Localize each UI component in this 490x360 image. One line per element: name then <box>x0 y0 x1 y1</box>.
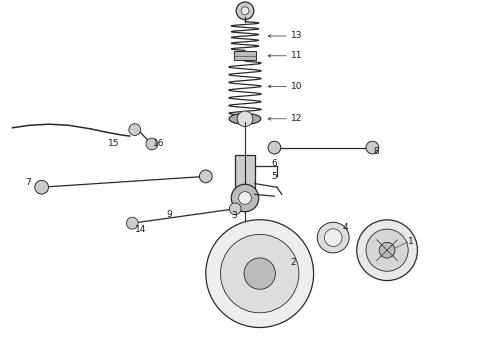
Circle shape <box>199 170 212 183</box>
Circle shape <box>241 7 249 15</box>
Circle shape <box>220 234 299 313</box>
Circle shape <box>126 217 138 229</box>
Circle shape <box>324 229 342 247</box>
Text: 1: 1 <box>408 237 414 246</box>
FancyBboxPatch shape <box>234 51 256 60</box>
Circle shape <box>129 124 141 135</box>
Circle shape <box>239 192 251 204</box>
Circle shape <box>229 203 241 215</box>
Text: 6: 6 <box>271 159 277 168</box>
Circle shape <box>206 220 314 328</box>
Text: 12: 12 <box>291 114 302 123</box>
Text: 4: 4 <box>343 223 348 232</box>
Polygon shape <box>235 155 255 191</box>
Text: 16: 16 <box>153 139 165 148</box>
Circle shape <box>231 184 259 212</box>
Circle shape <box>236 2 254 19</box>
Circle shape <box>357 220 417 280</box>
Text: 15: 15 <box>108 139 119 148</box>
Circle shape <box>244 258 275 289</box>
Text: 3: 3 <box>231 211 237 220</box>
Circle shape <box>268 141 281 154</box>
Circle shape <box>35 180 49 194</box>
Text: 2: 2 <box>290 258 295 267</box>
Text: 8: 8 <box>374 147 380 156</box>
Circle shape <box>366 141 379 154</box>
Text: 10: 10 <box>291 82 302 91</box>
Text: 9: 9 <box>167 210 172 219</box>
Circle shape <box>379 242 395 258</box>
Text: 7: 7 <box>25 178 31 187</box>
Text: 11: 11 <box>291 51 302 60</box>
Ellipse shape <box>318 222 349 253</box>
Text: 13: 13 <box>291 31 302 40</box>
Circle shape <box>146 138 158 150</box>
Text: 14: 14 <box>135 225 147 234</box>
Ellipse shape <box>229 113 261 124</box>
Circle shape <box>237 111 253 127</box>
Circle shape <box>366 229 408 271</box>
Text: 5: 5 <box>271 172 277 181</box>
